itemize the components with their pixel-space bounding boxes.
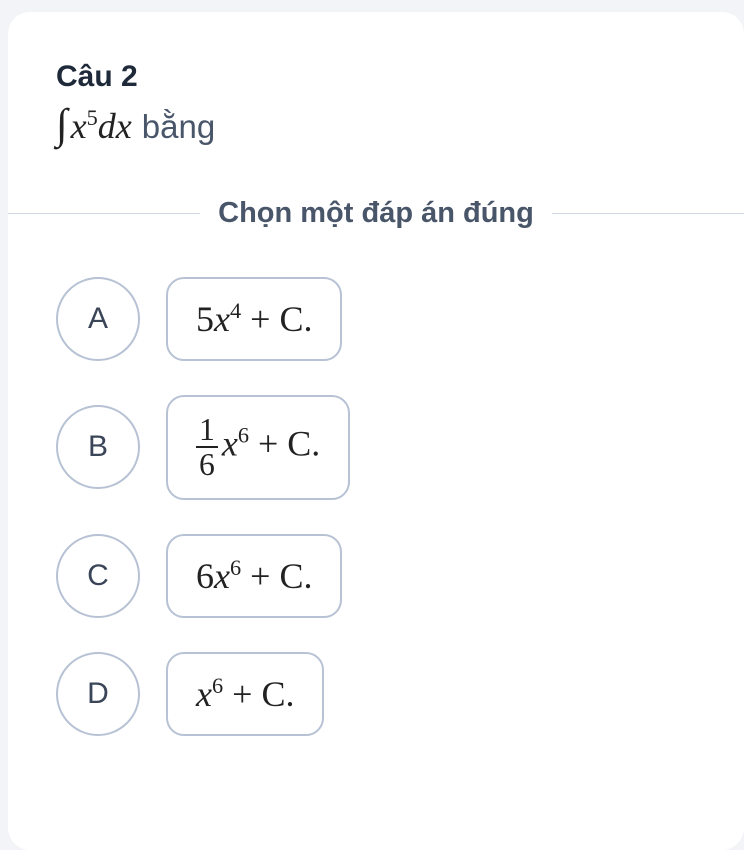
option-c-letter[interactable]: C [56,534,140,618]
fraction: 1 6 [196,413,218,482]
stem-suffix: bằng [142,108,215,146]
option-c-content[interactable]: 6x6 + C. [166,534,342,618]
option-d-expression: x6 + C. [196,673,294,715]
options-list: A 5x4 + C. B 1 6 x6 + C. [56,277,696,736]
instruction-label: Chọn một đáp án đúng [200,197,552,230]
option-b-content[interactable]: 1 6 x6 + C. [166,395,350,500]
integral-expression: ∫x5dx [56,100,132,149]
option-b-letter[interactable]: B [56,405,140,489]
option-d: D x6 + C. [56,652,696,736]
option-a-letter[interactable]: A [56,277,140,361]
option-b-expression: 1 6 x6 + C. [196,413,320,482]
question-stem: ∫x5dx bằng [56,100,696,149]
option-d-letter[interactable]: D [56,652,140,736]
option-c: C 6x6 + C. [56,534,696,618]
option-b: B 1 6 x6 + C. [56,395,696,500]
option-c-expression: 6x6 + C. [196,555,312,597]
option-a-content[interactable]: 5x4 + C. [166,277,342,361]
option-d-content[interactable]: x6 + C. [166,652,324,736]
option-a-expression: 5x4 + C. [196,298,312,340]
question-card: Câu 2 ∫x5dx bằng Chọn một đáp án đúng A … [8,12,744,850]
option-a: A 5x4 + C. [56,277,696,361]
question-number: Câu 2 [56,60,696,94]
instruction-divider: Chọn một đáp án đúng [56,193,696,233]
